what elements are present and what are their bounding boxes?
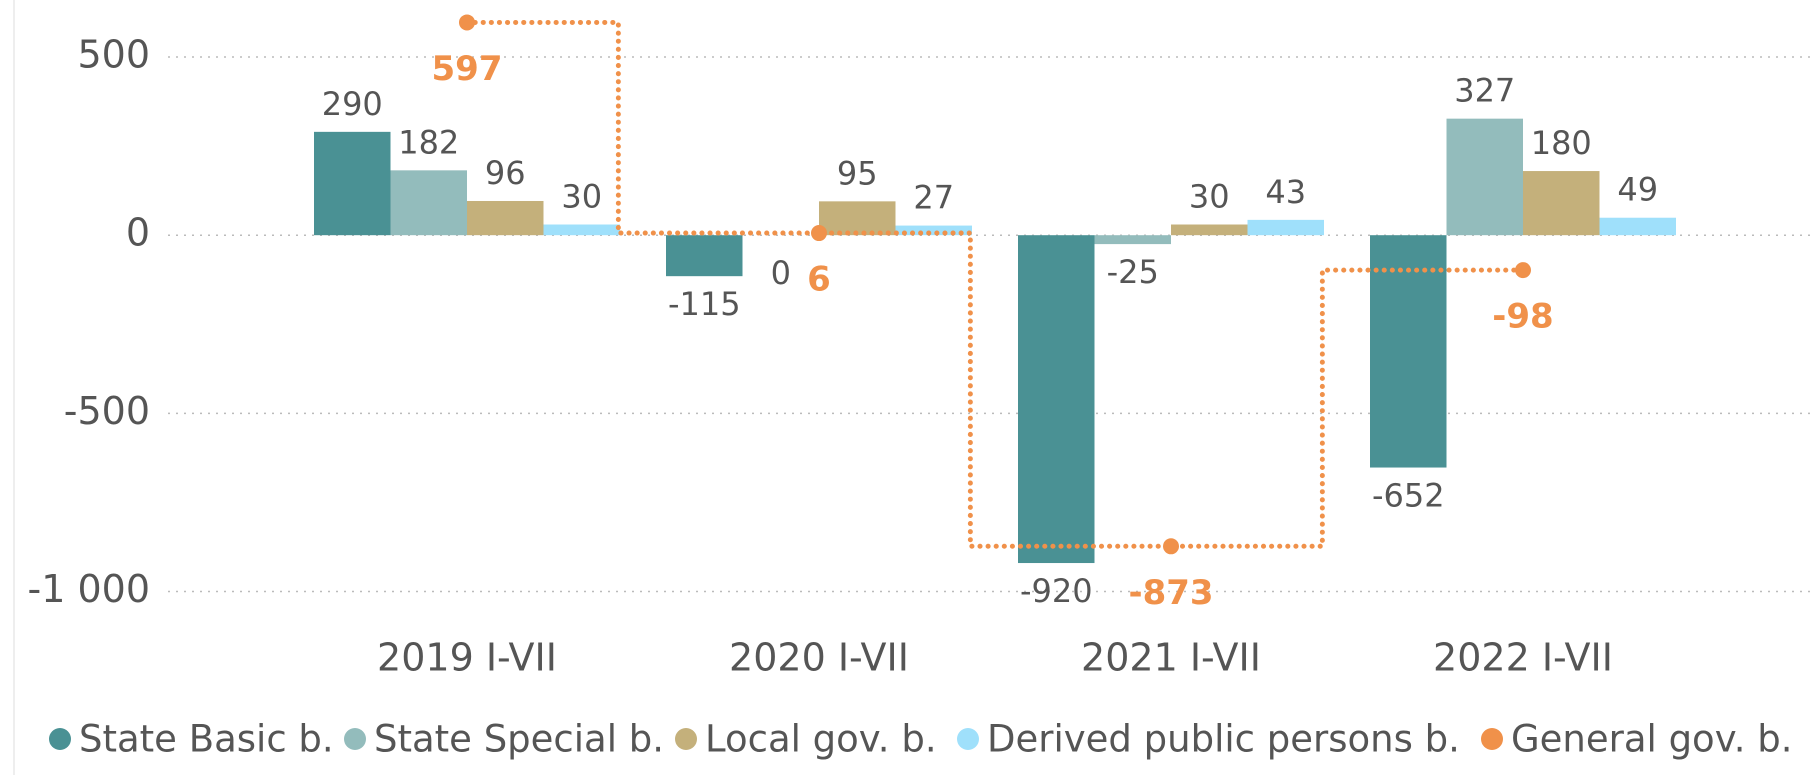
bar [895, 225, 972, 236]
data-label: 30 [561, 178, 602, 216]
data-label: 290 [322, 85, 383, 123]
legend-label: Local gov. b. [705, 718, 937, 761]
x-tick-label: 2021 I-VII [1081, 636, 1261, 680]
data-label: 95 [837, 154, 878, 192]
line-point [459, 14, 475, 31]
bar [467, 200, 544, 236]
data-label: -652 [1372, 477, 1445, 515]
bar [1370, 235, 1447, 468]
step-line [464, 19, 1526, 549]
bar [1523, 171, 1600, 236]
line-label: -873 [1128, 573, 1213, 613]
bar [1446, 118, 1523, 236]
y-tick-label: -500 [64, 389, 150, 433]
data-label: -25 [1107, 253, 1159, 291]
line-label: 597 [432, 49, 503, 89]
legend-label: State Special b. [374, 718, 664, 761]
bar [1018, 235, 1095, 564]
bar [314, 131, 391, 236]
legend-marker [675, 728, 697, 750]
legend-marker [344, 728, 366, 750]
data-label: 327 [1454, 72, 1515, 110]
legend-label: General gov. b. [1511, 718, 1793, 761]
data-label: -920 [1020, 572, 1093, 610]
legend-marker [957, 728, 979, 750]
bar [543, 224, 620, 236]
legend-marker [49, 728, 71, 750]
line-label: -98 [1492, 297, 1553, 337]
bar [1247, 219, 1324, 236]
data-label: -115 [668, 285, 741, 323]
data-label: 96 [485, 154, 526, 192]
x-tick-label: 2022 I-VII [1433, 636, 1613, 680]
line-label: 6 [807, 260, 831, 300]
x-tick-label: 2019 I-VII [377, 636, 557, 680]
y-tick-label: -1 000 [28, 567, 151, 611]
x-tick-label: 2020 I-VII [729, 636, 909, 680]
data-label: 182 [398, 123, 459, 161]
bar [666, 235, 743, 277]
legend-marker [1481, 728, 1503, 750]
line-point [1163, 538, 1179, 555]
bar [1171, 224, 1248, 236]
data-label: 0 [771, 254, 791, 292]
y-tick-label: 0 [126, 211, 150, 255]
data-label: 30 [1189, 178, 1230, 216]
y-tick-label: 500 [77, 33, 150, 77]
line-point [1515, 262, 1531, 279]
bar [819, 201, 896, 236]
data-label: 49 [1617, 171, 1658, 209]
legend-label: Derived public persons b. [987, 718, 1460, 761]
legend-label: State Basic b. [79, 718, 334, 761]
bar [1094, 235, 1171, 245]
data-label: 43 [1265, 173, 1306, 211]
data-label: 27 [913, 179, 954, 217]
bar [1599, 217, 1676, 236]
data-label: 180 [1531, 124, 1592, 162]
line-point [811, 225, 827, 242]
bar [390, 170, 467, 236]
